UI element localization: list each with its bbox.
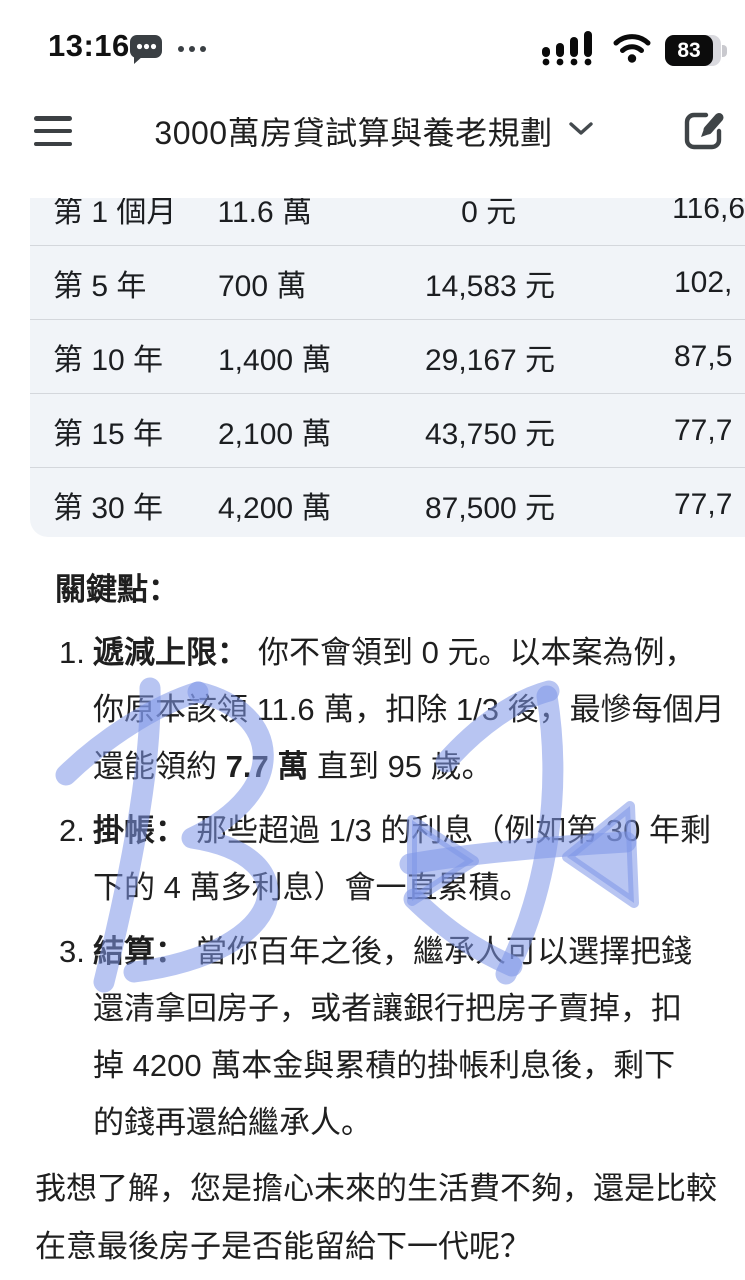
- key-points-heading: 關鍵點：: [55, 572, 179, 607]
- cell-balance: 102,: [674, 265, 733, 299]
- list-number: 1.: [59, 635, 85, 670]
- battery-percent: 83: [677, 38, 701, 62]
- list-item: 1. 遞減上限： 你不會領到 0 元。以本案為例， 你原本該領 11.6 萬，扣除…: [59, 624, 745, 795]
- list-number: 3.: [59, 934, 85, 969]
- page-title: 3000萬房貸試算與養老規劃: [154, 115, 553, 151]
- cell-interest: 87,500 元: [424, 491, 556, 525]
- battery-icon: 83: [665, 35, 727, 66]
- list-item: 3. 結算： 當你百年之後，繼承人可以選擇把錢 還清拿回房子，或者讓銀行把房子賣掉…: [59, 923, 745, 1151]
- new-chat-button[interactable]: [677, 105, 729, 157]
- cell-principal: 1,400 萬: [218, 343, 332, 377]
- cell-interest: 14,583 元: [424, 269, 556, 303]
- message-body: 關鍵點： 1. 遞減上限： 你不會領到 0 元。以本案為例， 你原本該領 11.6…: [0, 562, 745, 1276]
- cell-period: 第 10 年: [53, 343, 164, 377]
- cell-principal: 4,200 萬: [218, 491, 332, 525]
- clock: 13:16: [48, 28, 130, 63]
- cell-balance: 77,7: [674, 413, 733, 447]
- table-row: 第 1 個月 11.6 萬 0 元 116,6: [30, 198, 745, 245]
- cell-principal: 11.6 萬: [217, 198, 312, 229]
- cell-principal: 700 萬: [218, 269, 307, 303]
- chat-bubble-icon: [128, 32, 165, 71]
- table-row: 第 15 年 2,100 萬 43,750 元 77,7: [30, 393, 745, 467]
- cellular-signal-icon: [541, 30, 599, 71]
- cell-period: 第 5 年: [53, 269, 147, 303]
- cell-balance: 87,5: [674, 339, 733, 373]
- chevron-down-icon: [567, 120, 595, 143]
- cell-interest: 29,167 元: [424, 343, 556, 377]
- cell-interest: 43,750 元: [424, 417, 556, 451]
- menu-button[interactable]: [34, 116, 72, 146]
- wifi-icon: [612, 32, 652, 69]
- list-number: 2.: [59, 813, 85, 848]
- cell-interest: 0 元: [461, 198, 517, 229]
- list-item: 2. 掛帳： 那些超過 1/3 的利息（例如第 30 年剩 下的 4 萬多利息）會…: [59, 802, 745, 916]
- table-row: 第 30 年 4,200 萬 87,500 元 77,7: [30, 467, 745, 537]
- table-row: 第 10 年 1,400 萬 29,167 元 87,5: [30, 319, 745, 393]
- cell-balance: 116,6: [672, 198, 745, 225]
- cell-balance: 77,7: [674, 487, 733, 521]
- cell-period: 第 30 年: [53, 491, 164, 525]
- compose-icon: [679, 105, 727, 158]
- table-row: 第 5 年 700 萬 14,583 元 102,: [30, 245, 745, 319]
- amortization-table[interactable]: 第 1 個月 11.6 萬 0 元 116,6 第 5 年 700 萬 14,5…: [30, 198, 745, 537]
- ellipsis-icon: [175, 32, 211, 71]
- status-bar: 13:16: [0, 0, 745, 90]
- closing-question: 我想了解，您是擔心未來的生活費不夠，還是比較 在意最後房子是否能留給下一代呢？: [35, 1171, 717, 1264]
- cell-period: 第 15 年: [53, 417, 164, 451]
- conversation-title-button[interactable]: 3000萬房貸試算與養老規劃: [72, 108, 677, 154]
- cell-principal: 2,100 萬: [218, 417, 332, 451]
- cell-period: 第 1 個月: [53, 198, 177, 229]
- app-header: 3000萬房貸試算與養老規劃: [0, 96, 745, 166]
